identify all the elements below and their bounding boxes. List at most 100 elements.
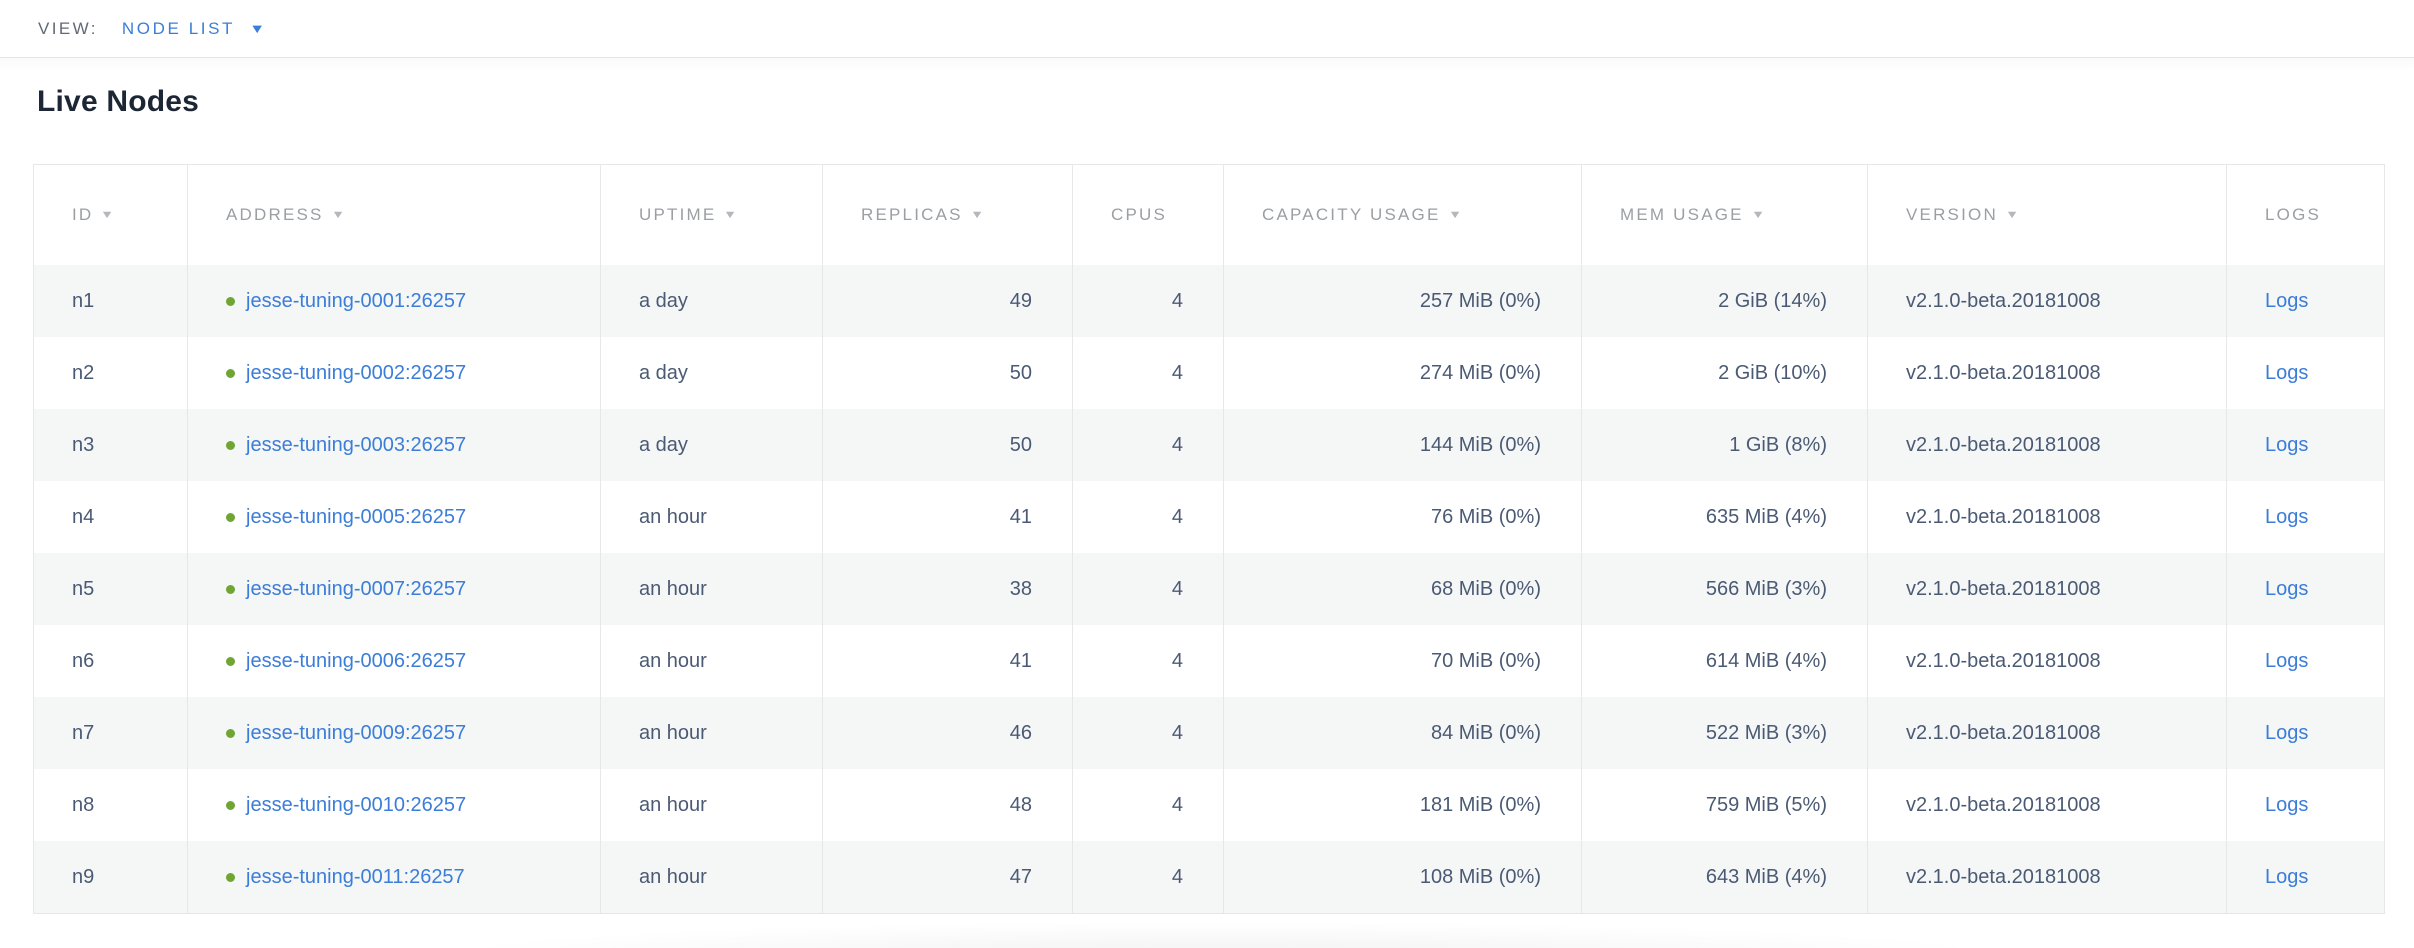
cell-mem_usage: 759 MiB (5%)	[1581, 769, 1868, 841]
column-header-uptime[interactable]: UPTIME ▼	[600, 164, 823, 265]
column-header-mem_usage[interactable]: MEM USAGE ▼	[1581, 164, 1868, 265]
cell-mem_usage: 2 GiB (14%)	[1581, 265, 1868, 337]
column-header-label: ADDRESS	[226, 205, 324, 224]
cell-uptime: an hour	[600, 841, 823, 914]
column-header-id[interactable]: ID ▼	[33, 164, 188, 265]
cell-cpus: 4	[1072, 697, 1224, 769]
cell-logs: Logs	[2226, 481, 2385, 553]
main-content: Live Nodes ID ▼ ADDRESS ▼ UPTIME ▼ REPLICAS ▼ CP…	[0, 84, 2414, 948]
cell-address: jesse-tuning-0011:26257	[187, 841, 601, 914]
live-status-icon	[226, 872, 235, 882]
address-link[interactable]: jesse-tuning-0002:26257	[246, 361, 467, 384]
cell-replicas: 50	[822, 337, 1073, 409]
bottom-shadow	[440, 922, 2000, 948]
view-select-dropdown[interactable]: NODE LIST ▼	[122, 19, 267, 39]
cell-address: jesse-tuning-0001:26257	[187, 265, 601, 337]
chevron-down-icon: ▼	[249, 21, 269, 36]
cell-version: v2.1.0-beta.20181008	[1867, 769, 2227, 841]
cell-address: jesse-tuning-0007:26257	[187, 553, 601, 625]
cell-cpus: 4	[1072, 481, 1224, 553]
column-header-logs: LOGS	[2226, 164, 2385, 265]
cell-logs: Logs	[2226, 841, 2385, 914]
cell-id: n9	[72, 865, 95, 888]
column-header-label: MEM USAGE	[1620, 205, 1744, 224]
sort-desc-icon: ▼	[1750, 209, 1768, 221]
cell-address: jesse-tuning-0010:26257	[187, 769, 601, 841]
cell-mem_usage: 1 GiB (8%)	[1581, 409, 1868, 481]
live-status-icon	[226, 368, 235, 378]
cell-cpus: 4	[1072, 409, 1224, 481]
view-select-value: NODE LIST	[121, 18, 236, 38]
logs-link[interactable]: Logs	[2265, 505, 2309, 528]
cell-uptime: a day	[600, 337, 823, 409]
live-status-icon	[226, 728, 235, 738]
cell-cpus: 4	[1072, 625, 1224, 697]
cell-uptime: a day	[600, 265, 823, 337]
table-row-n2: n2 jesse-tuning-0002:26257 a day 50 4 274 MiB…	[34, 337, 2385, 409]
table-row-n8: n8 jesse-tuning-0010:26257 an hour 48 4 181 M…	[34, 769, 2385, 841]
column-header-label: REPLICAS	[861, 205, 963, 224]
address-link[interactable]: jesse-tuning-0005:26257	[246, 505, 467, 528]
table-row-n3: n3 jesse-tuning-0003:26257 a day 50 4 144 MiB…	[33, 409, 2385, 481]
live-status-icon	[226, 584, 235, 594]
cell-uptime: an hour	[600, 769, 823, 841]
view-selector-bar: VIEW: NODE LIST ▼	[0, 0, 2414, 58]
address-link[interactable]: jesse-tuning-0003:26257	[246, 433, 467, 456]
cell-capacity_usage: 84 MiB (0%)	[1223, 697, 1582, 769]
column-header-address[interactable]: ADDRESS ▼	[187, 164, 601, 265]
live-status-icon	[226, 296, 235, 306]
column-header-version[interactable]: VERSION ▼	[1867, 164, 2227, 265]
column-header-replicas[interactable]: REPLICAS ▼	[822, 164, 1073, 265]
cell-logs: Logs	[2226, 409, 2385, 481]
cell-version: v2.1.0-beta.20181008	[1867, 409, 2227, 481]
cell-id: n2	[72, 361, 95, 384]
cell-capacity_usage: 181 MiB (0%)	[1223, 769, 1582, 841]
column-header-label: LOGS	[2265, 205, 2322, 224]
cell-id: n3	[72, 433, 95, 456]
cell-uptime: an hour	[600, 625, 823, 697]
cell-id: n5	[72, 577, 95, 600]
logs-link[interactable]: Logs	[2265, 721, 2309, 744]
cell-capacity_usage: 68 MiB (0%)	[1223, 553, 1582, 625]
cell-id: n4	[72, 505, 95, 528]
logs-link[interactable]: Logs	[2265, 289, 2309, 312]
cell-replicas: 41	[822, 625, 1073, 697]
logs-link[interactable]: Logs	[2265, 433, 2309, 456]
view-label: VIEW:	[38, 18, 98, 38]
cell-logs: Logs	[2226, 553, 2385, 625]
cell-cpus: 4	[1072, 553, 1224, 625]
cell-replicas: 50	[822, 409, 1073, 481]
cell-mem_usage: 2 GiB (10%)	[1581, 337, 1868, 409]
cell-version: v2.1.0-beta.20181008	[1867, 625, 2227, 697]
address-link[interactable]: jesse-tuning-0011:26257	[246, 865, 465, 888]
address-link[interactable]: jesse-tuning-0006:26257	[246, 649, 467, 672]
logs-link[interactable]: Logs	[2265, 865, 2309, 888]
cell-id: n7	[72, 721, 95, 744]
cell-capacity_usage: 70 MiB (0%)	[1223, 625, 1582, 697]
logs-link[interactable]: Logs	[2265, 361, 2309, 384]
cell-address: jesse-tuning-0002:26257	[187, 337, 601, 409]
logs-link[interactable]: Logs	[2265, 577, 2309, 600]
cell-address: jesse-tuning-0006:26257	[187, 625, 601, 697]
cell-version: v2.1.0-beta.20181008	[1867, 265, 2227, 337]
column-header-capacity_usage[interactable]: CAPACITY USAGE ▼	[1223, 164, 1582, 265]
cell-capacity_usage: 274 MiB (0%)	[1223, 337, 1582, 409]
cell-id: n6	[72, 649, 95, 672]
cell-replicas: 49	[822, 265, 1073, 337]
address-link[interactable]: jesse-tuning-0001:26257	[246, 289, 467, 312]
address-link[interactable]: jesse-tuning-0010:26257	[246, 793, 467, 816]
logs-link[interactable]: Logs	[2265, 793, 2309, 816]
cell-capacity_usage: 76 MiB (0%)	[1223, 481, 1582, 553]
cell-cpus: 4	[1072, 769, 1224, 841]
address-link[interactable]: jesse-tuning-0007:26257	[246, 577, 467, 600]
cell-cpus: 4	[1072, 337, 1224, 409]
logs-link[interactable]: Logs	[2265, 649, 2309, 672]
cell-logs: Logs	[2226, 625, 2385, 697]
cell-uptime: an hour	[600, 553, 823, 625]
cell-mem_usage: 566 MiB (3%)	[1581, 553, 1868, 625]
cell-mem_usage: 522 MiB (3%)	[1581, 697, 1868, 769]
address-link[interactable]: jesse-tuning-0009:26257	[246, 721, 467, 744]
cell-replicas: 38	[822, 553, 1073, 625]
table-row-n5: n5 jesse-tuning-0007:26257 an hour 38 4 68 Mi…	[33, 553, 2385, 625]
